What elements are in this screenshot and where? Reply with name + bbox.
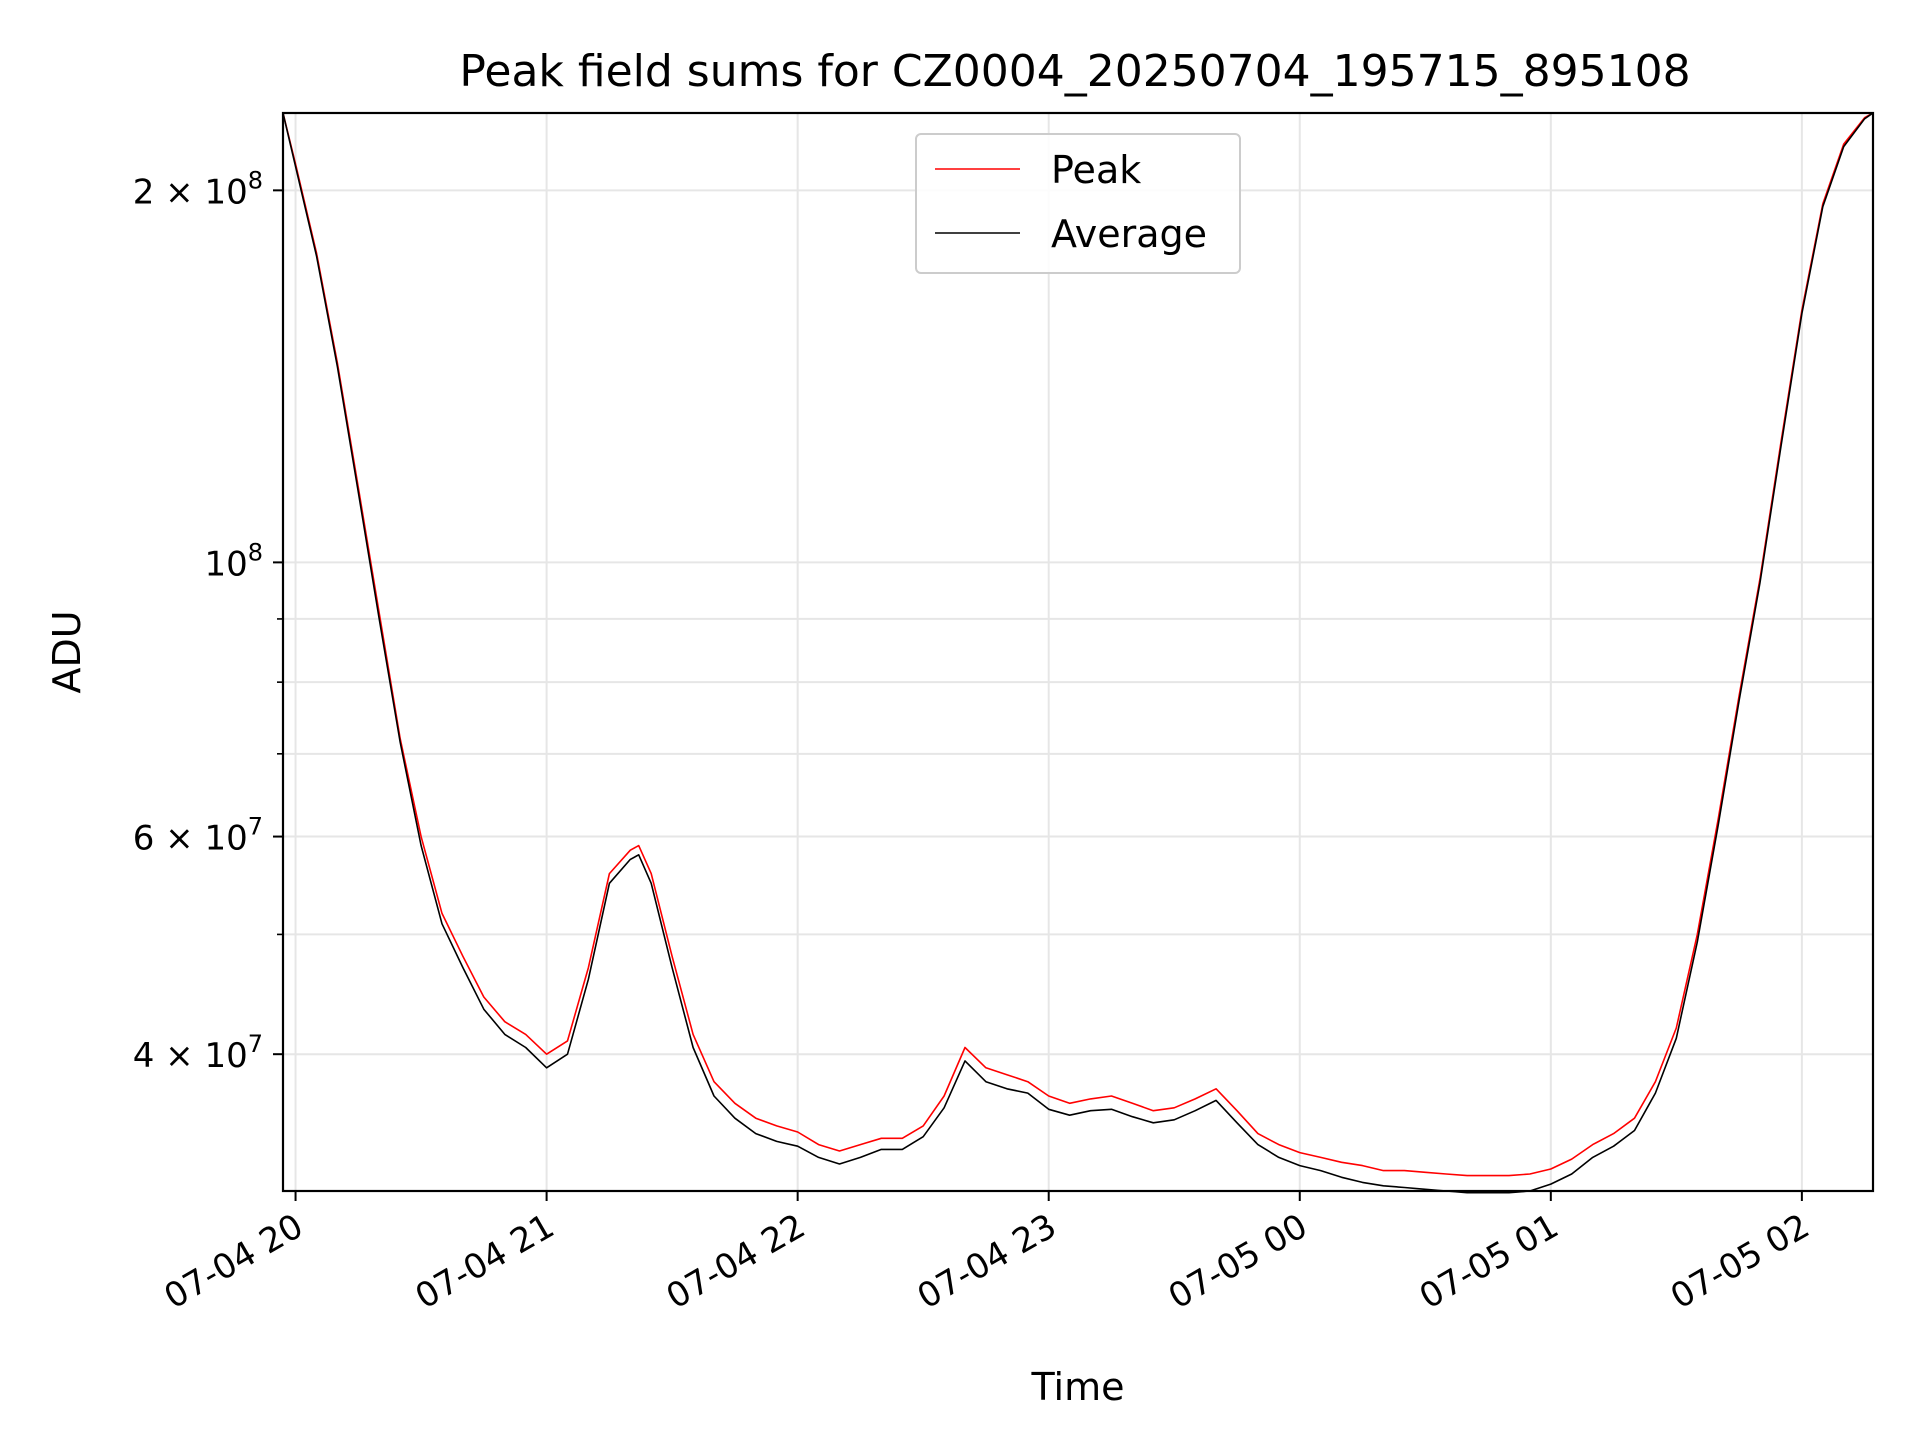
series-layer (282, 112, 1874, 1194)
series-line-average (282, 112, 1874, 1194)
legend-label-peak: Peak (1051, 148, 1141, 192)
y-tick-label: 4 × 107 (133, 1030, 263, 1076)
y-tick-label: 2 × 108 (133, 166, 263, 212)
y-tick-label: 6 × 107 (133, 813, 263, 859)
legend-label-average: Average (1051, 212, 1207, 256)
x-axis-label: Time (1031, 1365, 1125, 1409)
legend: Peak Average (915, 133, 1241, 274)
plot-frame (281, 111, 1875, 1193)
series-line-peak (282, 112, 1874, 1177)
y-axis-label: ADU (45, 610, 89, 693)
chart-title: Peak field sums for CZ0004_20250704_1957… (459, 46, 1690, 97)
